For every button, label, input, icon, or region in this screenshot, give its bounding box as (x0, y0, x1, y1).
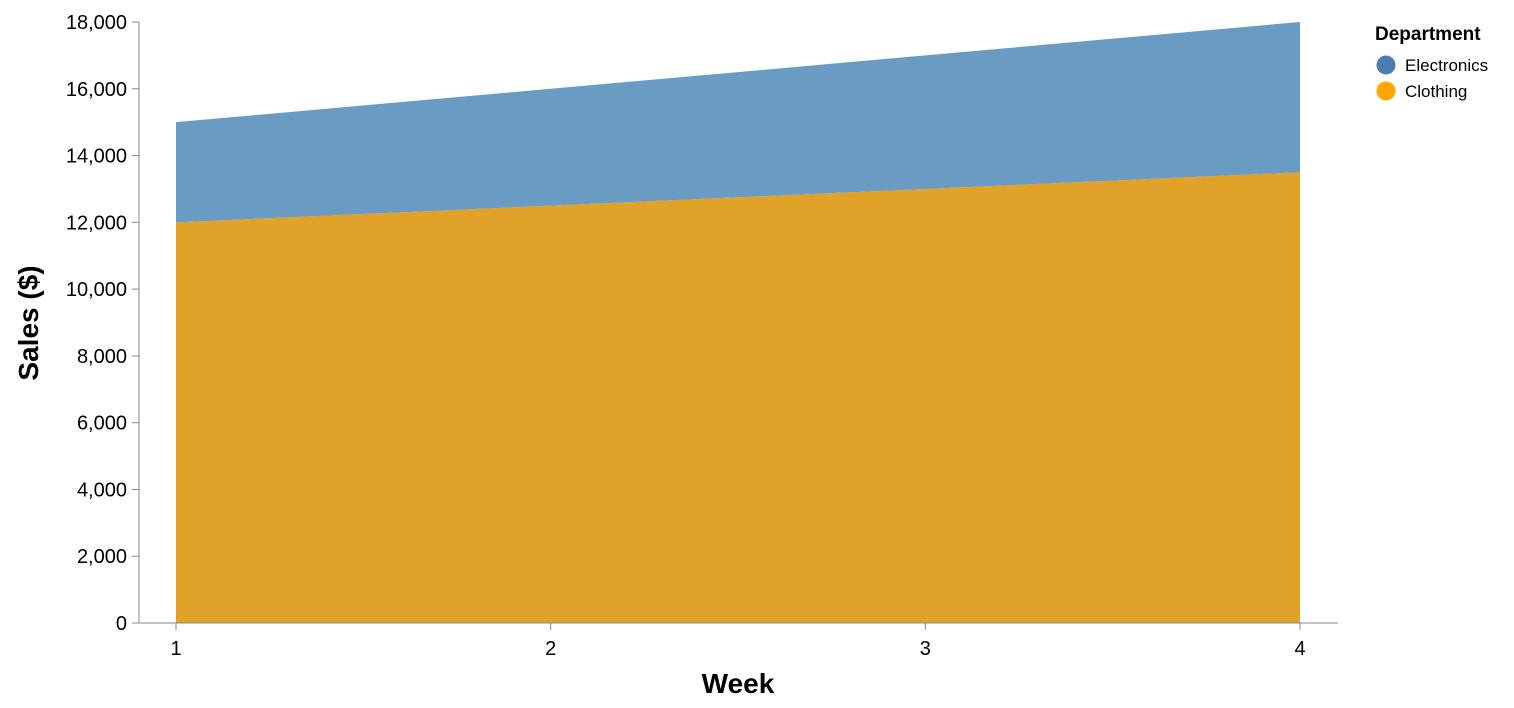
legend-swatch (1376, 81, 1396, 101)
y-axis-title: Sales ($) (13, 265, 44, 380)
y-tick-label: 18,000 (66, 12, 127, 34)
y-tick-label: 16,000 (66, 79, 127, 101)
legend-label: Electronics (1405, 56, 1488, 75)
y-tick-label: 10,000 (66, 279, 127, 301)
legend: Department Electronics Clothing (1375, 24, 1488, 101)
y-tick-label: 12,000 (66, 212, 127, 234)
y-tick-label: 8,000 (77, 346, 127, 368)
y-axis-ticks: 0 2,000 4,000 6,000 8,000 10,000 12,000 14,000 1… (66, 12, 139, 635)
y-tick-label: 2,000 (77, 546, 127, 568)
y-tick-label: 6,000 (77, 413, 127, 435)
y-tick-label: 0 (116, 613, 127, 635)
y-tick-label: 4,000 (77, 479, 127, 501)
x-tick-label: 3 (920, 638, 931, 660)
legend-swatch (1376, 55, 1396, 75)
y-tick-label: 14,000 (66, 146, 127, 168)
x-axis-ticks: 1 2 3 4 (170, 623, 1306, 660)
legend-label: Clothing (1405, 82, 1467, 101)
x-axis-title: Week (702, 668, 775, 699)
x-tick-label: 4 (1294, 638, 1305, 660)
areas-layer (176, 22, 1300, 623)
legend-entry-clothing: Clothing (1376, 81, 1467, 101)
legend-title: Department (1375, 24, 1481, 45)
x-tick-label: 2 (545, 638, 556, 660)
x-tick-label: 1 (170, 638, 181, 660)
legend-entry-electronics: Electronics (1376, 55, 1488, 75)
axes-layer: 0 2,000 4,000 6,000 8,000 10,000 12,000 14,000 1… (66, 12, 1338, 660)
area-clothing (176, 172, 1300, 623)
legend-entries: Electronics Clothing (1376, 55, 1488, 101)
area-electronics (176, 22, 1300, 223)
